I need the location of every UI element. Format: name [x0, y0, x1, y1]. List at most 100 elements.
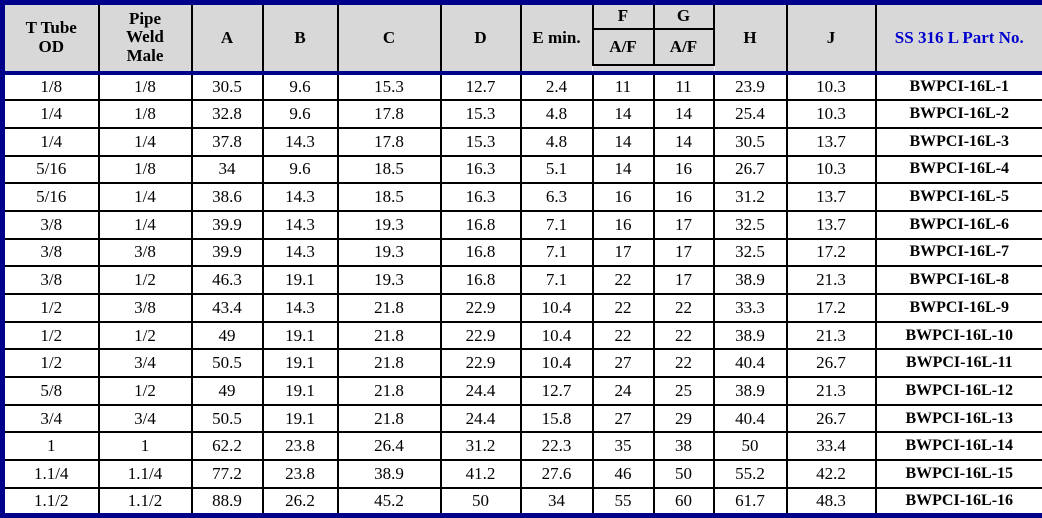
- header-t-tube-od: T Tube OD: [1, 1, 100, 75]
- cell-part-no: BWPCI-16L-1: [874, 71, 1042, 102]
- cell-a: 32.8: [190, 99, 264, 129]
- cell-g-af: 14: [652, 126, 715, 157]
- cell-a: 34: [190, 154, 264, 185]
- cell-part-no: BWPCI-16L-2: [874, 99, 1042, 129]
- cell-part-no: BWPCI-16L-16: [874, 486, 1042, 517]
- cell-j: 48.3: [785, 486, 877, 517]
- table-row: 3/8 3/8 39.9 14.3 19.3 16.8 7.1 17 17 32.5 17.2 BWP…: [1, 237, 1042, 268]
- cell-h: 38.9: [712, 265, 788, 295]
- cell-pipe-weld-male: 1.1/2: [97, 486, 193, 517]
- cell-b: 19.1: [261, 320, 339, 351]
- cell-f-af: 14: [591, 126, 655, 157]
- header-row-top: T Tube OD Pipe Weld Male A B C D E min. …: [1, 1, 1042, 75]
- cell-t-tube-od: 3/4: [1, 403, 100, 434]
- header-g: G: [652, 1, 715, 30]
- cell-c: 21.8: [336, 348, 442, 379]
- table-row: 1/4 1/4 37.8 14.3 17.8 15.3 4.8 14 14 30.5 13.7 BWP…: [1, 126, 1042, 157]
- cell-f-af: 35: [591, 431, 655, 462]
- cell-pipe-weld-male: 3/4: [97, 403, 193, 434]
- cell-b: 9.6: [261, 99, 339, 129]
- cell-h: 30.5: [712, 126, 788, 157]
- cell-j: 10.3: [785, 71, 877, 102]
- cell-f-af: 22: [591, 293, 655, 323]
- table-row: 1/2 3/8 43.4 14.3 21.8 22.9 10.4 22 22 33.3 17.2 BW…: [1, 293, 1042, 323]
- cell-j: 17.2: [785, 237, 877, 268]
- cell-d: 16.8: [439, 209, 522, 240]
- cell-g-af: 38: [652, 431, 715, 462]
- table-row: 5/16 1/8 34 9.6 18.5 16.3 5.1 14 16 26.7 10.3 BWPCI…: [1, 154, 1042, 185]
- cell-e-min: 6.3: [519, 182, 594, 212]
- cell-j: 13.7: [785, 182, 877, 212]
- cell-j: 13.7: [785, 209, 877, 240]
- cell-part-no: BWPCI-16L-6: [874, 209, 1042, 240]
- cell-a: 49: [190, 320, 264, 351]
- cell-pipe-weld-male: 1/2: [97, 376, 193, 406]
- cell-e-min: 5.1: [519, 154, 594, 185]
- cell-b: 14.3: [261, 126, 339, 157]
- table-row: 1/2 1/2 49 19.1 21.8 22.9 10.4 22 22 38.9 21.3 BWPC…: [1, 320, 1042, 351]
- cell-c: 19.3: [336, 265, 442, 295]
- cell-e-min: 27.6: [519, 459, 594, 489]
- cell-d: 16.3: [439, 182, 522, 212]
- cell-c: 26.4: [336, 431, 442, 462]
- table-row: 1.1/4 1.1/4 77.2 23.8 38.9 41.2 27.6 46 50 55.2 42…: [1, 459, 1042, 489]
- cell-b: 9.6: [261, 154, 339, 185]
- cell-e-min: 10.4: [519, 348, 594, 379]
- cell-d: 12.7: [439, 71, 522, 102]
- cell-h: 25.4: [712, 99, 788, 129]
- cell-d: 50: [439, 486, 522, 517]
- header-f: F: [591, 1, 655, 30]
- cell-g-af: 29: [652, 403, 715, 434]
- cell-f-af: 27: [591, 403, 655, 434]
- cell-b: 19.1: [261, 265, 339, 295]
- cell-d: 16.8: [439, 265, 522, 295]
- header-part-no: SS 316 L Part No.: [874, 1, 1042, 75]
- cell-g-af: 17: [652, 265, 715, 295]
- cell-c: 18.5: [336, 154, 442, 185]
- cell-f-af: 22: [591, 265, 655, 295]
- cell-f-af: 17: [591, 237, 655, 268]
- cell-b: 9.6: [261, 71, 339, 102]
- cell-f-af: 14: [591, 99, 655, 129]
- cell-h: 61.7: [712, 486, 788, 517]
- cell-j: 26.7: [785, 403, 877, 434]
- cell-pipe-weld-male: 1/4: [97, 182, 193, 212]
- cell-f-af: 55: [591, 486, 655, 517]
- cell-pipe-weld-male: 3/8: [97, 293, 193, 323]
- cell-c: 17.8: [336, 126, 442, 157]
- cell-h: 32.5: [712, 237, 788, 268]
- cell-d: 24.4: [439, 376, 522, 406]
- cell-c: 18.5: [336, 182, 442, 212]
- cell-b: 19.1: [261, 348, 339, 379]
- cell-a: 49: [190, 376, 264, 406]
- cell-b: 19.1: [261, 403, 339, 434]
- cell-j: 26.7: [785, 348, 877, 379]
- cell-b: 14.3: [261, 182, 339, 212]
- cell-e-min: 7.1: [519, 265, 594, 295]
- cell-t-tube-od: 1.1/2: [1, 486, 100, 517]
- cell-a: 77.2: [190, 459, 264, 489]
- cell-pipe-weld-male: 1/4: [97, 209, 193, 240]
- cell-e-min: 12.7: [519, 376, 594, 406]
- table-row: 3/8 1/4 39.9 14.3 19.3 16.8 7.1 16 17 32.5 13.7 BWP…: [1, 209, 1042, 240]
- cell-e-min: 4.8: [519, 126, 594, 157]
- cell-pipe-weld-male: 3/8: [97, 237, 193, 268]
- cell-b: 23.8: [261, 431, 339, 462]
- cell-h: 40.4: [712, 348, 788, 379]
- header-row-strip: [3, 64, 1042, 75]
- cell-c: 21.8: [336, 376, 442, 406]
- cell-g-af: 17: [652, 237, 715, 268]
- cell-t-tube-od: 3/8: [1, 237, 100, 268]
- cell-b: 23.8: [261, 459, 339, 489]
- cell-a: 37.8: [190, 126, 264, 157]
- table-row: 1/2 3/4 50.5 19.1 21.8 22.9 10.4 27 22 40.4 26.7 BW…: [1, 348, 1042, 379]
- cell-h: 50: [712, 431, 788, 462]
- cell-b: 14.3: [261, 293, 339, 323]
- cell-pipe-weld-male: 1/8: [97, 154, 193, 185]
- cell-t-tube-od: 1/2: [1, 320, 100, 351]
- cell-g-af: 16: [652, 182, 715, 212]
- cell-g-af: 22: [652, 348, 715, 379]
- cell-g-af: 25: [652, 376, 715, 406]
- cell-e-min: 22.3: [519, 431, 594, 462]
- cell-j: 17.2: [785, 293, 877, 323]
